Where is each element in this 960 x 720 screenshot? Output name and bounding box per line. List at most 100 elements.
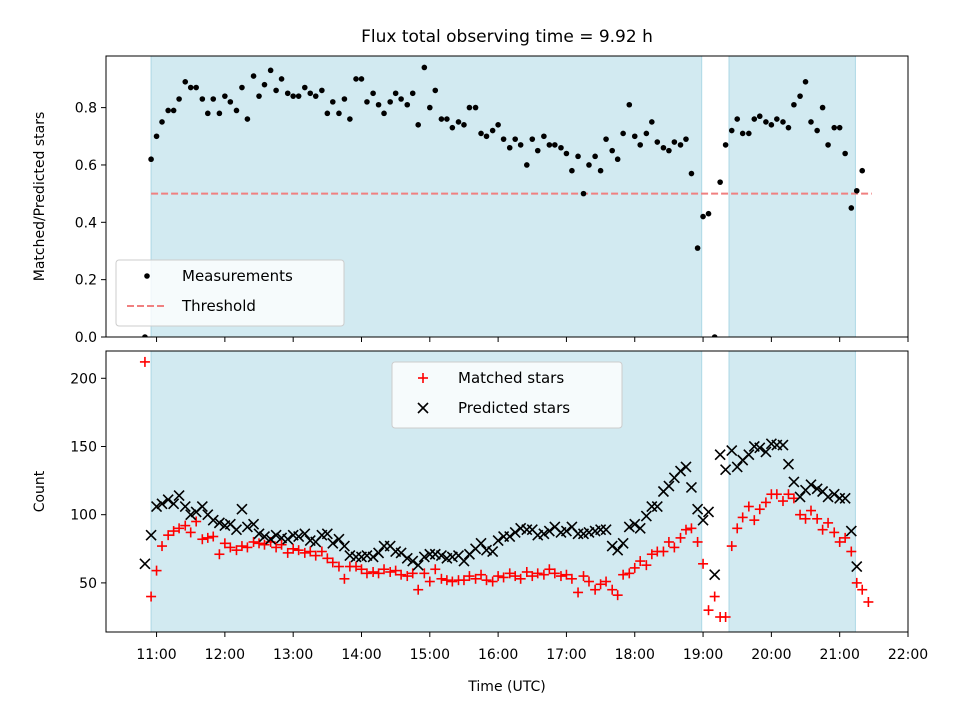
matched-stars-point <box>795 509 806 520</box>
measurement-point <box>660 144 667 151</box>
matched-stars-point <box>726 541 737 552</box>
predicted-stars-point-b <box>606 540 618 552</box>
matched-stars-point <box>851 577 862 588</box>
measurement-point <box>603 136 609 142</box>
matched-stars-point <box>436 573 447 584</box>
predicted-stars-point-b <box>304 535 316 547</box>
x-tick-label: 21:00 <box>820 647 860 663</box>
matched-stars-point <box>532 568 543 579</box>
matched-stars-point <box>305 546 316 557</box>
measurement-point <box>199 96 206 102</box>
legend-box <box>115 259 345 327</box>
predicted-stars-point-b <box>509 526 521 538</box>
predicted-stars-point-b <box>424 548 436 560</box>
matched-stars-point <box>487 576 498 587</box>
predicted-stars-point <box>504 530 516 543</box>
predicted-stars-point <box>702 506 715 518</box>
measurement-point <box>449 124 456 131</box>
predicted-stars-point-b <box>258 530 271 543</box>
measurement-point <box>631 133 638 140</box>
predicted-stars-point <box>743 449 755 461</box>
predicted-stars-point <box>475 537 487 549</box>
predicted-stars-point <box>373 547 385 559</box>
predicted-stars-point <box>709 569 721 581</box>
predicted-stars-point <box>834 492 846 504</box>
predicted-stars-point <box>606 540 618 552</box>
predicted-stars-point <box>680 461 692 473</box>
predicted-stars-point <box>822 491 834 503</box>
predicted-stars-point <box>150 500 163 513</box>
matched-stars-point <box>310 550 321 561</box>
predicted-stars-point <box>156 498 168 510</box>
predicted-stars-point-b <box>526 524 538 536</box>
predicted-stars-point <box>458 555 470 567</box>
predicted-stars-point-b <box>788 476 800 488</box>
measurement-point <box>438 116 445 122</box>
predicted-stars-point-b <box>179 500 191 513</box>
matched-stars-point <box>413 584 424 595</box>
matched-stars-point <box>385 566 396 577</box>
predicted-stars-point-b <box>702 506 715 518</box>
predicted-stars-point-b <box>150 500 163 513</box>
predicted-stars-point-b <box>265 533 277 545</box>
measurement-point <box>614 156 621 163</box>
x-tick-label: 13:00 <box>273 647 313 663</box>
predicted-stars-point-b <box>139 558 151 570</box>
y-tick-label: 0.8 <box>75 101 97 117</box>
predicted-stars-point-b <box>538 528 550 540</box>
x-tick-label: 11:00 <box>136 647 176 663</box>
predicted-stars-point <box>412 559 424 571</box>
matched-stars-point <box>458 575 469 586</box>
predicted-stars-point-b <box>726 445 738 457</box>
measurement-point <box>506 144 513 151</box>
matched-stars-point <box>857 584 868 595</box>
legend: Measurements Threshold <box>115 259 345 327</box>
measurement-point <box>165 107 171 114</box>
predicted-stars-point-b <box>207 514 219 526</box>
measurement-point <box>637 142 644 148</box>
y-tick-label: 50 <box>79 576 97 592</box>
measurement-point <box>728 127 735 134</box>
measurement-point <box>153 133 160 140</box>
predicted-stars-point <box>253 528 265 540</box>
predicted-stars-point-b <box>549 521 561 533</box>
matched-stars-point <box>333 561 344 572</box>
predicted-stars-point <box>338 540 350 552</box>
predicted-stars-point-b <box>629 518 641 530</box>
predicted-stars-point <box>418 551 430 563</box>
measurement-point <box>233 107 240 114</box>
measurement-point <box>336 110 342 117</box>
predicted-stars-point <box>185 509 197 521</box>
predicted-stars-point <box>714 449 726 461</box>
predicted-stars-point-b <box>196 500 208 513</box>
predicted-stars-point <box>258 530 271 543</box>
predicted-stars-point <box>401 552 413 564</box>
predicted-stars-point <box>196 500 208 513</box>
y-tick-label: 0.6 <box>75 158 97 174</box>
predicted-stars-point <box>811 483 823 495</box>
predicted-stars-point <box>651 500 663 513</box>
predicted-stars-point-b <box>822 491 834 503</box>
measurement-point <box>483 133 490 140</box>
y-axis-label: Matched/Predicted stars <box>32 112 48 282</box>
matched-stars-point <box>351 561 362 572</box>
matched-stars-point <box>185 527 196 538</box>
measurement-point <box>722 142 729 148</box>
measurement-point <box>330 99 336 105</box>
measurement-point <box>842 150 848 157</box>
matched-stars-point <box>692 536 703 547</box>
predicted-stars-point-b <box>817 485 829 498</box>
measurement-point <box>586 162 592 168</box>
measurement-point <box>319 87 325 94</box>
matched-stars-point <box>641 560 652 571</box>
measurement-point <box>643 130 650 137</box>
axes-frame <box>105 55 909 338</box>
measurement-point <box>204 110 211 117</box>
measurement-point <box>666 147 672 154</box>
predicted-stars-point <box>321 528 333 540</box>
measurement-point <box>409 90 416 97</box>
matched-stars-point <box>675 532 686 543</box>
predicted-stars-point <box>521 524 533 536</box>
x-tick-label: 17:00 <box>546 647 586 663</box>
predicted-stars-point <box>492 535 504 547</box>
